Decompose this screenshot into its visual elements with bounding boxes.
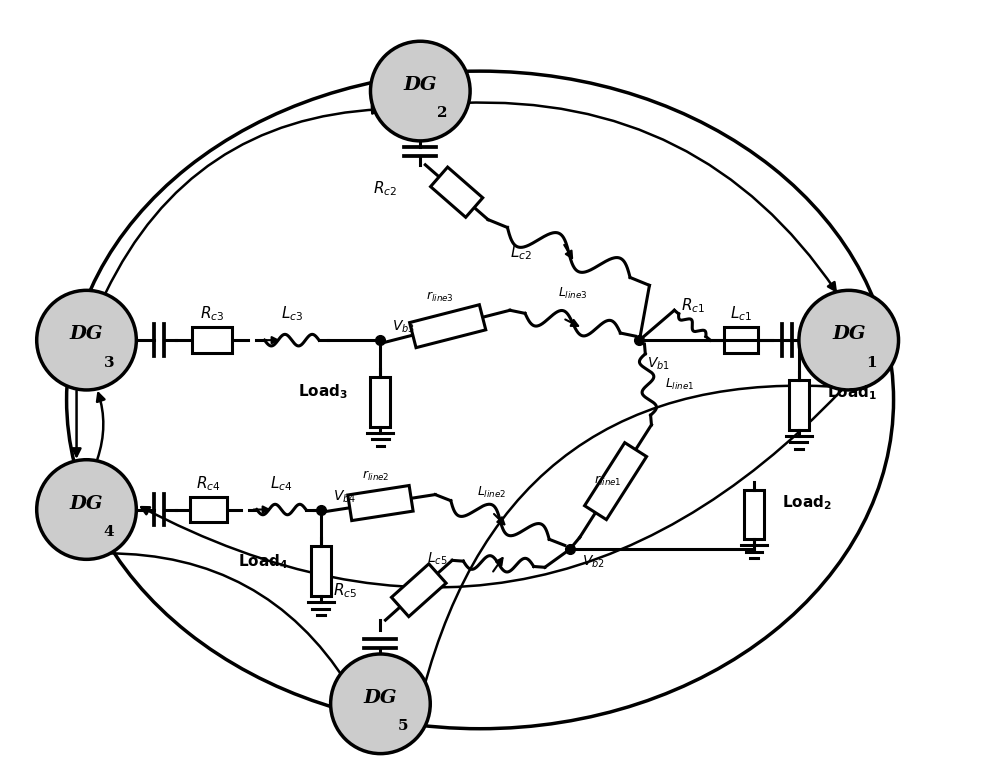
Text: $L_{c5}$: $L_{c5}$ [427, 551, 447, 567]
Text: 2: 2 [437, 106, 448, 121]
Polygon shape [391, 564, 446, 616]
Text: DG: DG [832, 325, 865, 344]
Text: $r_{line2}$: $r_{line2}$ [362, 469, 389, 483]
Polygon shape [190, 496, 227, 522]
Text: $\mathbf{Load_1}$: $\mathbf{Load_1}$ [827, 384, 877, 402]
Text: $V_{b4}$: $V_{b4}$ [333, 488, 356, 505]
Text: $L_{c1}$: $L_{c1}$ [730, 305, 752, 323]
Text: $L_{line1}$: $L_{line1}$ [665, 377, 695, 392]
Text: $R_{c1}$: $R_{c1}$ [681, 296, 705, 315]
Text: $L_{c4}$: $L_{c4}$ [270, 474, 293, 492]
Polygon shape [410, 305, 486, 347]
Circle shape [370, 41, 470, 141]
Text: $V_{b3}$: $V_{b3}$ [392, 318, 415, 335]
Text: $\mathbf{Load_4}$: $\mathbf{Load_4}$ [238, 552, 289, 571]
Circle shape [331, 654, 430, 754]
Polygon shape [192, 328, 232, 353]
Polygon shape [431, 167, 483, 217]
Text: DG: DG [70, 325, 103, 344]
Polygon shape [724, 328, 758, 353]
Text: $L_{c2}$: $L_{c2}$ [510, 243, 532, 261]
Text: $R_{c5}$: $R_{c5}$ [333, 581, 358, 600]
Text: 5: 5 [398, 719, 408, 733]
Text: $\mathbf{Load_2}$: $\mathbf{Load_2}$ [782, 493, 832, 512]
Text: $r_{line3}$: $r_{line3}$ [426, 290, 454, 304]
Circle shape [37, 290, 136, 390]
Bar [311, 546, 331, 596]
Text: $R_{c2}$: $R_{c2}$ [373, 179, 397, 198]
Polygon shape [585, 442, 647, 520]
Text: DG: DG [364, 689, 397, 707]
Text: 1: 1 [866, 356, 876, 369]
Text: $R_{c4}$: $R_{c4}$ [196, 474, 221, 492]
Text: $R_{c3}$: $R_{c3}$ [200, 305, 224, 323]
Text: 3: 3 [104, 356, 114, 369]
Circle shape [37, 460, 136, 559]
Text: DG: DG [70, 495, 103, 512]
Text: $L_{line3}$: $L_{line3}$ [558, 287, 588, 301]
Text: $L_{line2}$: $L_{line2}$ [477, 485, 507, 500]
Text: $L_{c3}$: $L_{c3}$ [281, 305, 303, 323]
Bar [370, 377, 390, 427]
Bar [744, 489, 764, 540]
Text: $V_{b2}$: $V_{b2}$ [582, 553, 605, 570]
Circle shape [799, 290, 899, 390]
Polygon shape [348, 486, 413, 521]
Text: DG: DG [404, 76, 437, 94]
Text: $r_{line1}$: $r_{line1}$ [594, 474, 621, 488]
Text: $\mathbf{Load_3}$: $\mathbf{Load_3}$ [298, 382, 349, 401]
Text: 4: 4 [104, 525, 114, 539]
Bar [789, 380, 809, 430]
Text: $V_{b1}$: $V_{b1}$ [647, 356, 670, 372]
